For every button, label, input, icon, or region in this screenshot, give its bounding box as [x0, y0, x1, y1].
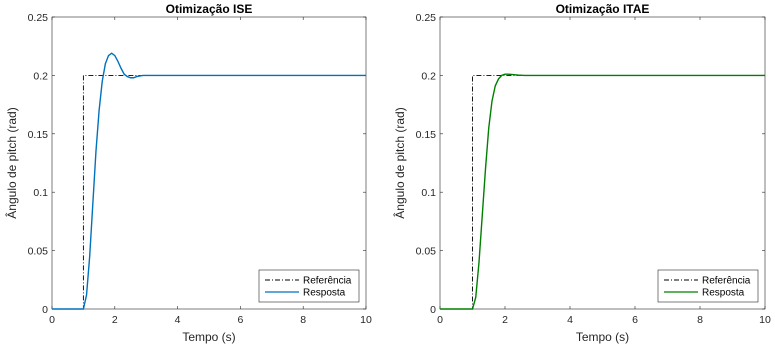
legend-label: Resposta — [702, 288, 745, 299]
legend-box — [657, 269, 759, 303]
x-tick-label: 10 — [360, 314, 372, 326]
x-tick-label: 8 — [697, 314, 703, 326]
chart-title: Otimização ITAE — [556, 2, 650, 16]
legend-label: Resposta — [303, 288, 346, 299]
plot-area — [51, 16, 367, 310]
x-tick-label: 6 — [237, 314, 243, 326]
y-axis-label: Ângulo de pitch (rad) — [4, 107, 19, 218]
x-tick-label: 0 — [49, 314, 55, 326]
x-tick-label: 4 — [175, 314, 181, 326]
chart-panel: 0 2 4 6 8 10 0 0.05 0.1 0.15 0.2 0.25 Otimização ISE… — [4, 2, 372, 344]
y-tick-label: 0.15 — [28, 129, 49, 141]
y-axis-label: Ângulo de pitch (rad) — [392, 107, 407, 218]
chart-panel: 0 2 4 6 8 10 0 0.05 0.1 0.15 0.2 0.25 Otimização ITA… — [392, 2, 771, 344]
y-tick-label: 0.25 — [28, 12, 49, 24]
y-tick-label: 0.25 — [416, 12, 437, 24]
y-tick-label: 0.15 — [416, 129, 437, 141]
y-tick-label: 0.05 — [416, 246, 437, 258]
legend-box — [258, 269, 360, 303]
y-tick-label: 0.1 — [33, 187, 48, 199]
x-tick-label: 8 — [300, 314, 306, 326]
plot-area — [439, 16, 766, 310]
x-axis-label: Tempo (s) — [576, 330, 629, 344]
y-tick-label: 0.05 — [28, 246, 49, 258]
legend-label: Referência — [702, 276, 751, 287]
x-tick-label: 2 — [112, 314, 118, 326]
y-tick-label: 0.2 — [421, 70, 436, 82]
x-axis-label: Tempo (s) — [182, 330, 235, 344]
y-tick-label: 0.2 — [33, 70, 48, 82]
x-tick-label: 0 — [437, 314, 443, 326]
x-tick-label: 4 — [567, 314, 573, 326]
series-line-resposta — [440, 73, 765, 310]
series-line-resposta — [52, 52, 366, 310]
x-tick-label: 2 — [502, 314, 508, 326]
x-tick-label: 6 — [632, 314, 638, 326]
chart-title: Otimização ISE — [166, 2, 253, 16]
x-tick-label: 10 — [759, 314, 771, 326]
y-tick-label: 0 — [42, 304, 48, 316]
legend-label: Referência — [303, 276, 352, 287]
y-tick-label: 0 — [430, 304, 436, 316]
y-tick-label: 0.1 — [421, 187, 436, 199]
